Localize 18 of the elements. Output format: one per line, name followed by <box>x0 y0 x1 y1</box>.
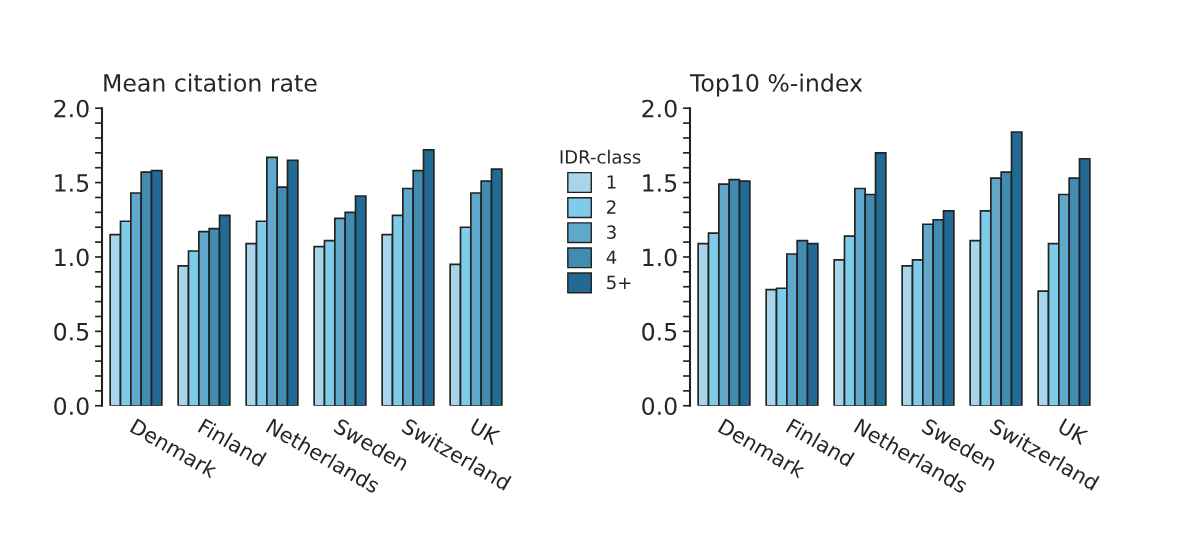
chart-title: Top10 %-index <box>689 73 863 97</box>
legend-label: 3 <box>607 225 616 240</box>
legend-label: 1 <box>607 175 616 189</box>
y-tick-label: 0.0 <box>642 397 677 416</box>
y-tick-label: 2.0 <box>642 99 677 118</box>
y-tick-label: 1.0 <box>55 248 89 267</box>
y-tick-label: 0.0 <box>54 397 89 416</box>
legend-label: 4 <box>606 250 617 264</box>
y-tick-label: 0.5 <box>54 322 89 341</box>
y-tick-label: 2.0 <box>54 99 89 118</box>
chart-title: Mean citation rate <box>104 73 317 92</box>
y-tick-label: 1.5 <box>55 174 89 192</box>
legend-label: 5+ <box>607 275 631 290</box>
y-tick-label: 0.5 <box>642 322 677 341</box>
legend-label: 2 <box>607 200 616 214</box>
legend-title: IDR-class <box>560 149 641 164</box>
y-tick-label: 1.0 <box>643 248 677 267</box>
y-tick-label: 1.5 <box>643 174 677 192</box>
